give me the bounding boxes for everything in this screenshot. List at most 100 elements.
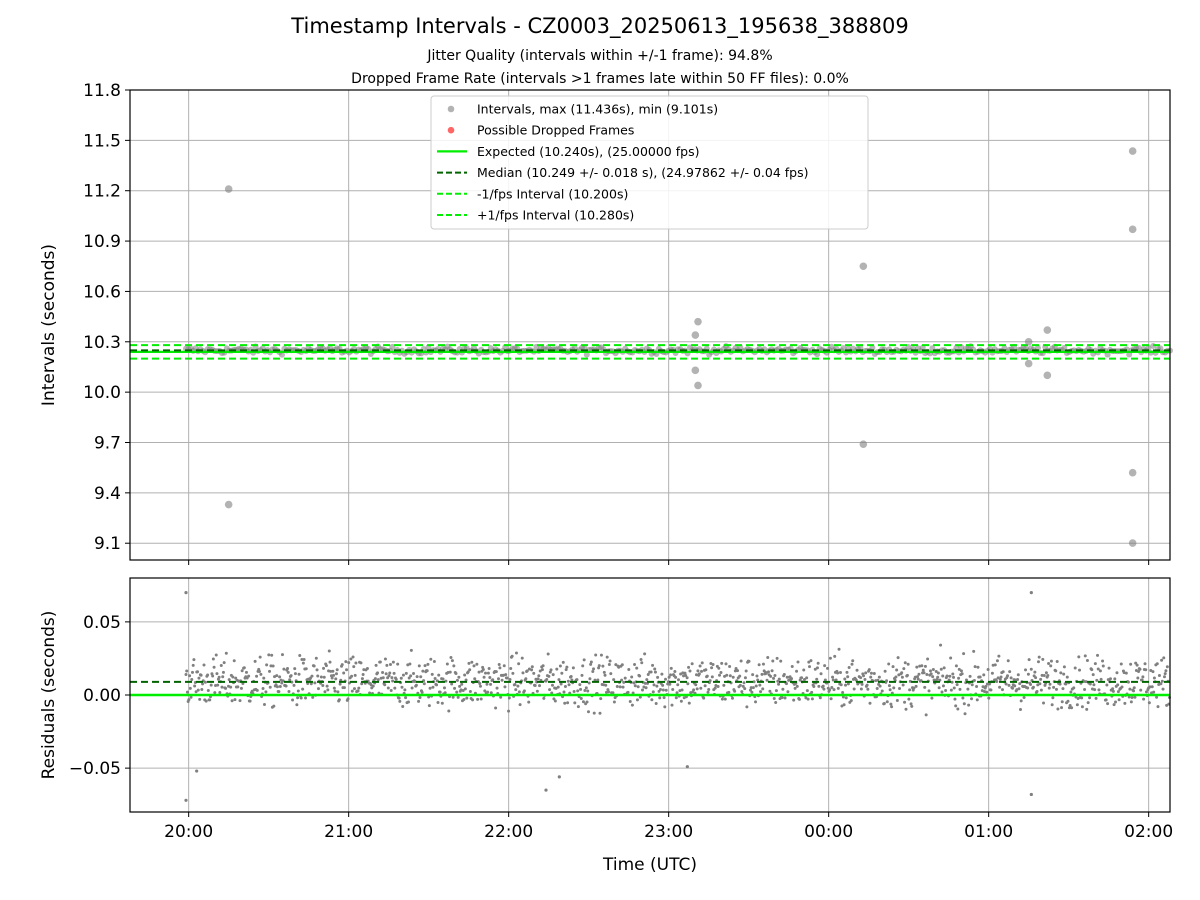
residual-point (1160, 658, 1164, 662)
intervals-plot-frame (129, 89, 1171, 561)
interval-point (389, 343, 396, 350)
residual-point (322, 675, 326, 679)
residual-point (560, 671, 564, 675)
residual-point (842, 703, 846, 707)
residual-point (262, 676, 266, 680)
residual-point (206, 673, 210, 677)
residual-point (271, 664, 275, 668)
residual-point (859, 687, 863, 691)
residual-point (1116, 683, 1120, 687)
residual-point (384, 672, 388, 676)
residual-point (420, 690, 424, 694)
residual-point (685, 676, 689, 680)
residual-point (1144, 690, 1148, 694)
residual-point (813, 667, 817, 671)
residual-point (524, 677, 528, 681)
residual-point (586, 710, 590, 714)
residual-point (864, 671, 868, 675)
residual-point (471, 698, 475, 702)
residual-point (944, 688, 948, 692)
residual-point (910, 704, 914, 708)
residual-point (473, 677, 477, 681)
residual-point (703, 684, 707, 688)
residual-point (564, 668, 568, 672)
residual-point (290, 680, 294, 684)
dropped-frame-subtitle: Dropped Frame Rate (intervals >1 frames … (351, 71, 849, 87)
residual-point (966, 687, 970, 691)
residual-point (651, 663, 655, 667)
residual-point (527, 700, 531, 704)
residual-point (576, 689, 580, 693)
residual-point (1065, 675, 1069, 679)
residual-point (436, 700, 440, 704)
residual-point (1024, 668, 1028, 672)
residual-point (445, 662, 449, 666)
residual-point (957, 676, 961, 680)
residual-point (761, 687, 765, 691)
legend-entry-label: Intervals, max (11.436s), min (9.101s) (477, 102, 718, 117)
residual-point (889, 702, 893, 706)
residual-point (1037, 655, 1041, 659)
residual-point (196, 688, 200, 692)
residual-point (231, 675, 235, 679)
residual-point (623, 676, 627, 680)
residual-point (589, 660, 593, 664)
residual-point (841, 690, 845, 694)
residual-point (901, 683, 905, 687)
residual-point (815, 677, 819, 681)
residual-point (1093, 688, 1097, 692)
residual-point (1092, 683, 1096, 687)
residual-point (695, 687, 699, 691)
residual-point (883, 669, 887, 673)
residual-point (823, 678, 827, 682)
residual-point (800, 676, 804, 680)
residual-point (555, 667, 559, 671)
residual-point (761, 662, 765, 666)
residual-point (739, 659, 743, 663)
residual-point (1009, 676, 1013, 680)
residual-point (1077, 655, 1081, 659)
residual-point (488, 676, 492, 680)
residual-point (346, 697, 350, 701)
residual-point (238, 699, 242, 703)
residual-point (391, 679, 395, 683)
residual-point (322, 666, 326, 670)
residual-point (939, 643, 943, 647)
residual-point (1060, 700, 1064, 704)
residual-point (1133, 695, 1137, 699)
residual-point (645, 678, 649, 682)
legend-box (430, 95, 869, 230)
residual-point (727, 690, 731, 694)
residual-point (1126, 680, 1130, 684)
residual-point (342, 686, 346, 690)
residual-point (485, 682, 489, 686)
residual-point (929, 672, 933, 676)
residual-point (694, 683, 698, 687)
residual-point (1099, 677, 1103, 681)
residual-point (790, 664, 794, 668)
residual-point (559, 682, 563, 686)
residual-point (345, 668, 349, 672)
residual-point (522, 689, 526, 693)
residual-point (622, 680, 626, 684)
residual-point (350, 689, 354, 693)
residual-point (663, 705, 667, 709)
residual-point (554, 686, 558, 690)
residual-point (962, 702, 966, 706)
residual-point (747, 659, 751, 663)
residual-point (429, 657, 433, 661)
residual-point (931, 675, 935, 679)
residual-point (460, 682, 464, 686)
residual-point (259, 672, 263, 676)
residual-point (511, 671, 515, 675)
residual-point (653, 670, 657, 674)
residual-point (658, 696, 662, 700)
residual-point (744, 669, 748, 673)
residual-point (575, 678, 579, 682)
residual-point (777, 677, 781, 681)
residual-point (334, 672, 338, 676)
residual-point (1047, 686, 1051, 690)
residual-point (482, 675, 486, 679)
residual-point (989, 688, 993, 692)
residual-point (214, 653, 218, 657)
